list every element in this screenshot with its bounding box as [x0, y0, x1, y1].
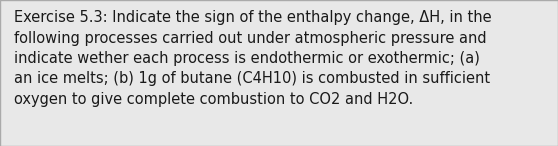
- Text: Exercise 5.3: Indicate the sign of the enthalpy change, ΔH, in the
following pro: Exercise 5.3: Indicate the sign of the e…: [14, 10, 492, 107]
